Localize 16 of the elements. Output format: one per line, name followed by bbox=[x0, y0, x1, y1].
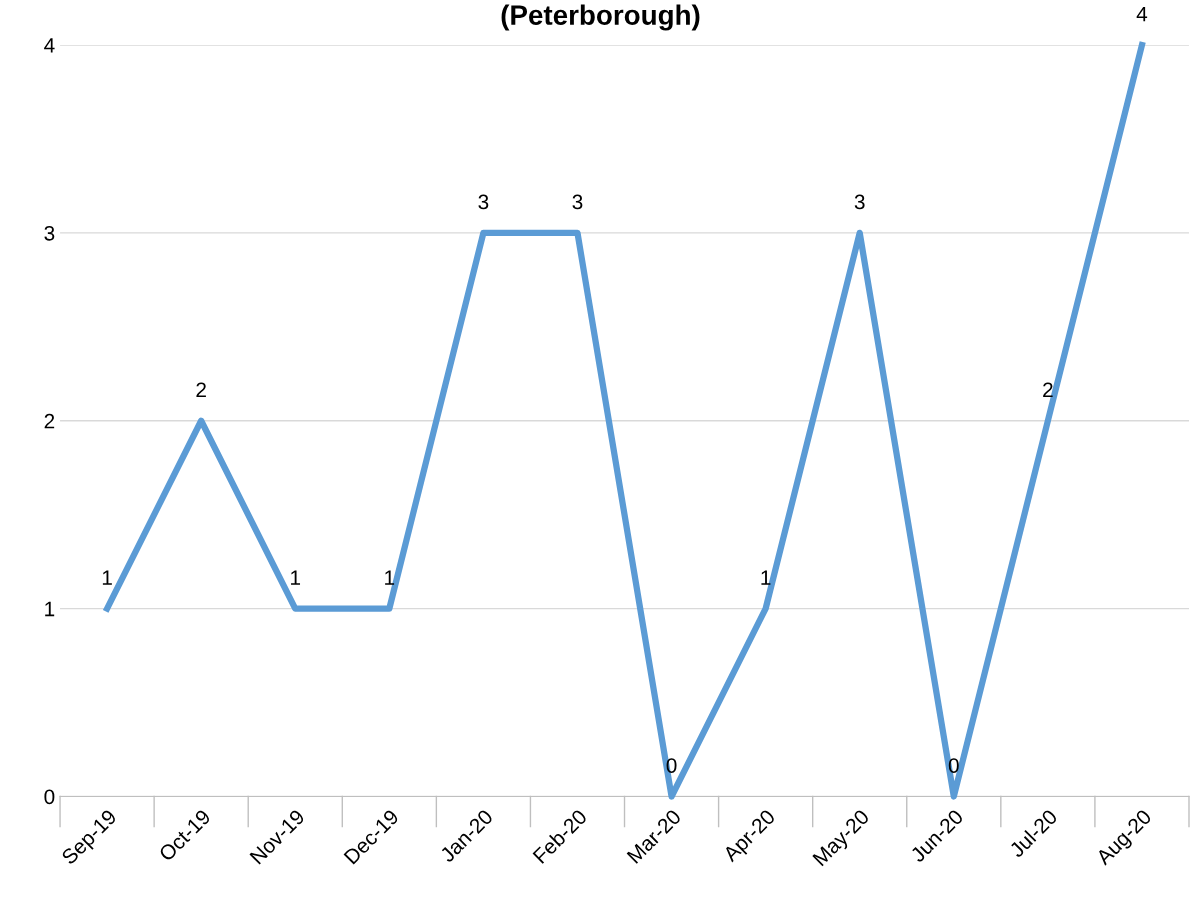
data-label: 3 bbox=[572, 194, 583, 210]
data-label: 1 bbox=[761, 570, 771, 585]
data-label: 2 bbox=[1043, 382, 1053, 397]
y-tick-label: 3 bbox=[44, 225, 55, 241]
y-tick-label: 4 bbox=[44, 38, 55, 53]
data-label: 3 bbox=[854, 194, 865, 210]
data-label: 1 bbox=[385, 570, 395, 585]
data-label: 3 bbox=[478, 194, 489, 210]
y-tick-label: 1 bbox=[45, 601, 55, 617]
data-label: 2 bbox=[196, 382, 206, 397]
chart-title: (Peterborough) bbox=[501, 4, 700, 31]
data-label: 1 bbox=[102, 570, 112, 585]
data-label: 4 bbox=[1136, 6, 1148, 22]
data-label: 1 bbox=[291, 570, 301, 585]
y-tick-label: 0 bbox=[44, 789, 55, 805]
y-tick-label: 2 bbox=[44, 413, 55, 429]
